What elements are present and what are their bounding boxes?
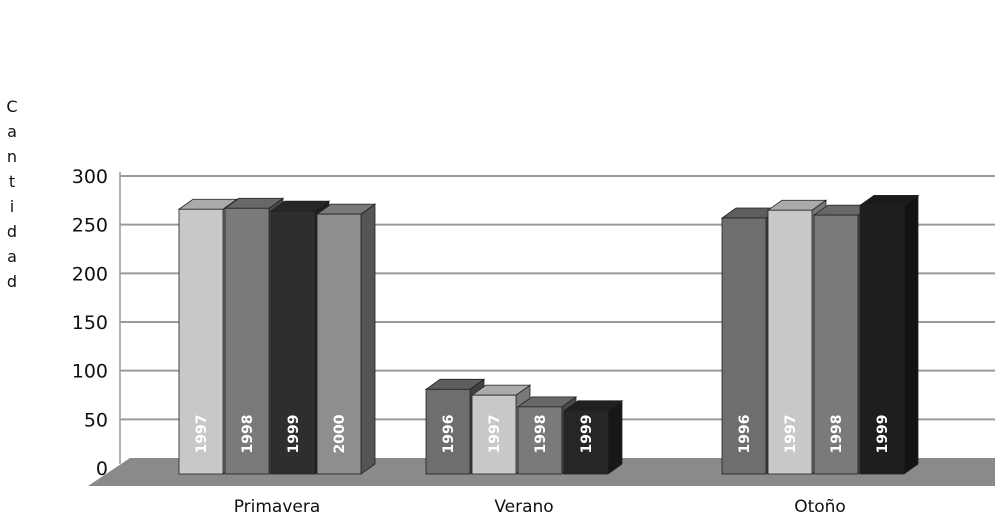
bar-front xyxy=(224,207,270,475)
bar: 1999 xyxy=(562,399,624,475)
y-tick-label: 200 xyxy=(72,263,108,285)
bar-front xyxy=(517,406,563,475)
bar-front xyxy=(178,208,224,475)
y-axis-label-letter: t xyxy=(9,172,15,191)
bar-year-label: 1996 xyxy=(737,415,753,454)
y-tick-label: 100 xyxy=(72,361,108,383)
y-tick-label: 50 xyxy=(84,409,108,431)
y-tick-label: 0 xyxy=(96,458,108,480)
bar-front xyxy=(425,388,471,475)
bar-year-label: 1998 xyxy=(829,415,845,454)
y-axis-label-letter: a xyxy=(7,122,17,141)
bar-year-label: 1999 xyxy=(579,415,595,454)
bar-year-label: 1997 xyxy=(194,415,210,454)
chart-bars: 1997 1998 1999 2000 1996 1997 1998 1999 1996 1997… xyxy=(177,194,920,475)
bar-year-label: 1996 xyxy=(441,415,457,454)
y-axis-label-letter: n xyxy=(7,147,17,166)
bar-side xyxy=(360,203,376,475)
y-axis-label-letter: i xyxy=(10,197,14,216)
y-axis-label-letter: d xyxy=(7,272,17,291)
bar-front xyxy=(471,394,517,475)
bar-side xyxy=(607,399,623,475)
y-tick-label: 150 xyxy=(72,312,108,334)
bar-year-label: 1998 xyxy=(240,415,256,454)
bar-front xyxy=(316,213,362,475)
y-axis-label-letter: a xyxy=(7,247,17,266)
bar-front xyxy=(721,217,767,475)
x-category-label: Primavera xyxy=(234,497,321,517)
bar-front xyxy=(563,410,609,475)
bar-year-label: 1999 xyxy=(286,415,302,454)
bar-front xyxy=(813,214,859,475)
bar-front xyxy=(859,204,905,475)
x-category-label: Otoño xyxy=(794,497,846,517)
bar: 2000 xyxy=(315,203,377,475)
bar-side xyxy=(903,194,919,475)
bar-year-label: 2000 xyxy=(332,414,348,453)
y-tick-label: 250 xyxy=(72,215,108,237)
bar-year-label: 1997 xyxy=(783,415,799,454)
x-axis: Primavera Verano Otoño xyxy=(234,497,846,517)
bar: 1999 xyxy=(858,194,920,475)
bar-front xyxy=(270,210,316,475)
y-axis-label-letter: C xyxy=(6,97,17,116)
bar-year-label: 1997 xyxy=(487,415,503,454)
bar-front xyxy=(767,209,813,475)
bar-year-label: 1999 xyxy=(875,415,891,454)
x-category-label: Verano xyxy=(494,497,553,517)
y-tick-label: 300 xyxy=(72,166,108,188)
y-axis: 0 50 100 150 200 250 300 xyxy=(72,166,108,480)
y-axis-label-letter: d xyxy=(7,222,17,241)
bar-year-label: 1998 xyxy=(533,415,549,454)
